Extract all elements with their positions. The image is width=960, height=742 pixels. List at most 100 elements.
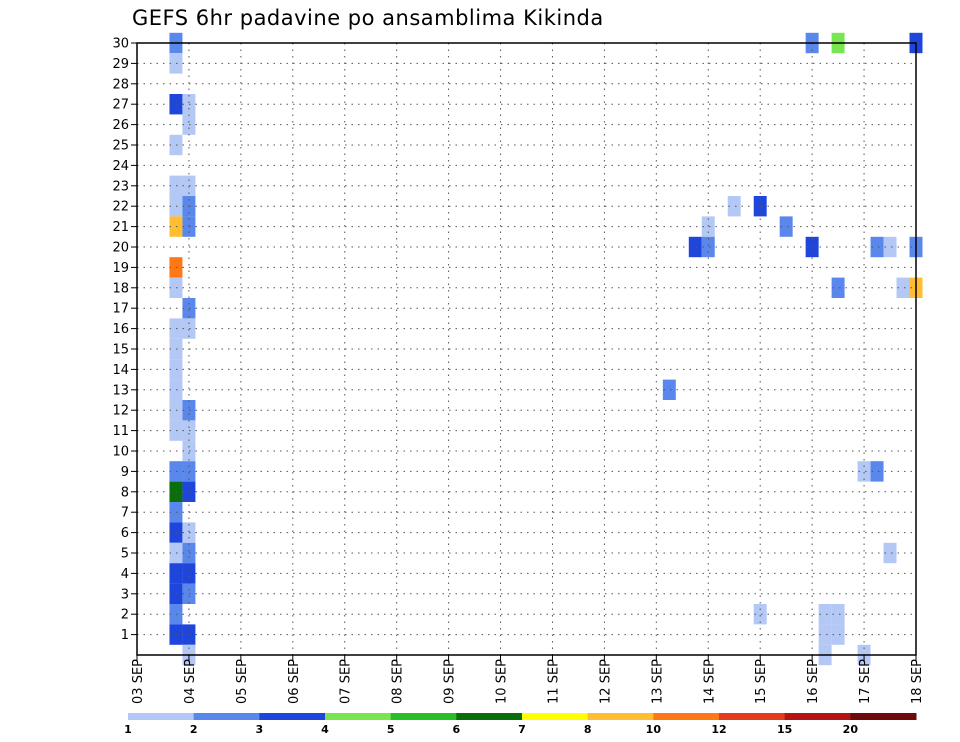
y-tick-label: 29	[112, 57, 129, 72]
colorbar-legend: 1 2 3 4 5 6 7 8 10 12 15 20	[124, 713, 917, 736]
heatmap-cell-64	[818, 624, 832, 645]
heatmap-cell-42	[169, 461, 183, 482]
heatmap-cell-38	[182, 400, 196, 421]
colorbar-swatch	[653, 713, 720, 720]
colorbar-label: 6	[453, 723, 461, 736]
heatmap-cell-10	[182, 175, 196, 196]
heatmap-cell-59	[753, 604, 767, 625]
colorbar-label: 5	[387, 723, 395, 736]
colorbar-label: 8	[584, 723, 592, 736]
y-tick-label: 6	[121, 526, 129, 541]
colorbar-label: 4	[321, 723, 329, 736]
heatmap-cell-32	[182, 318, 196, 339]
y-tick-label: 12	[112, 404, 129, 419]
heatmap-cell-27	[831, 277, 845, 298]
heatmap-cell-58	[169, 604, 183, 625]
x-tick-label: 12 SEP	[598, 659, 613, 704]
colorbar-swatch	[325, 713, 392, 720]
heatmap-cell-54	[169, 563, 183, 584]
colorbar-swatch	[128, 713, 195, 720]
y-axis-ticks: 1234567891011121314151617181920212223242…	[112, 37, 137, 643]
y-tick-label: 24	[112, 159, 129, 174]
colorbar-swatch	[259, 713, 326, 720]
heatmap-cell-11	[169, 196, 183, 217]
y-tick-label: 4	[121, 567, 129, 582]
heatmap-cell-21	[805, 236, 819, 258]
heatmap-cell-18	[779, 216, 793, 237]
y-tick-label: 27	[112, 98, 129, 113]
heatmap-cell-51	[169, 542, 183, 564]
y-tick-label: 19	[112, 261, 129, 276]
colorbar-swatch	[522, 713, 589, 720]
heatmap-cell-9	[169, 175, 183, 196]
y-tick-label: 8	[121, 485, 129, 500]
y-tick-label: 15	[112, 343, 129, 358]
heatmap-cell-26	[169, 277, 183, 298]
y-tick-label: 25	[112, 139, 129, 154]
heatmap-cell-4	[169, 53, 183, 74]
y-tick-label: 23	[112, 179, 129, 194]
heatmap-cell-43	[182, 461, 196, 482]
x-tick-label: 06 SEP	[287, 659, 302, 704]
x-tick-label: 18 SEP	[910, 659, 925, 704]
heatmap-cell-40	[182, 420, 196, 441]
heatmap-cell-52	[182, 542, 196, 564]
heatmap-cell-5	[169, 94, 183, 115]
x-tick-label: 11 SEP	[546, 659, 561, 704]
heatmap-cell-28	[896, 277, 910, 298]
y-tick-label: 22	[112, 200, 129, 215]
x-tick-label: 07 SEP	[339, 659, 354, 704]
heatmap-cell-17	[701, 216, 715, 237]
colorbar-swatch	[193, 713, 260, 720]
colorbar-swatch	[784, 713, 851, 720]
y-tick-label: 28	[112, 77, 129, 92]
y-tick-label: 1	[121, 628, 129, 643]
heatmap-cell-19	[688, 236, 702, 258]
colorbar-swatch	[719, 713, 786, 720]
colorbar-swatch	[850, 713, 917, 720]
heatmap-cell-48	[169, 502, 183, 523]
x-tick-label: 17 SEP	[858, 659, 873, 704]
heatmap-cell-36	[662, 379, 676, 400]
heatmap-cell-57	[182, 583, 196, 604]
y-tick-label: 2	[121, 608, 129, 623]
heatmap-cell-13	[727, 196, 741, 217]
y-tick-label: 7	[121, 506, 129, 521]
x-axis-ticks: 03 SEP 04 SEP 05 SEP 06 SEP 07 SEP 08 SEP 09 S…	[131, 655, 925, 704]
x-tick-label: 15 SEP	[754, 659, 769, 704]
y-tick-label: 3	[121, 587, 129, 602]
heatmap-cell-22	[870, 236, 884, 258]
heatmap-cell-50	[182, 522, 196, 543]
y-tick-label: 20	[112, 241, 129, 256]
heatmap-cell-65	[831, 624, 845, 645]
heatmap-cell-33	[169, 338, 183, 360]
x-tick-label: 08 SEP	[391, 659, 406, 704]
chart-title: GEFS 6hr padavine po ansamblima Kikinda	[132, 6, 604, 30]
heatmap-cell-25	[169, 257, 183, 278]
colorbar-swatch	[456, 713, 523, 720]
x-tick-label: 16 SEP	[806, 659, 821, 704]
heatmap-cell-15	[169, 216, 183, 237]
heatmap-cell-37	[169, 400, 183, 421]
heatmap-cell-56	[169, 583, 183, 604]
heatmap-cell-20	[701, 236, 715, 258]
y-tick-label: 30	[112, 37, 129, 52]
x-tick-label: 14 SEP	[702, 659, 717, 704]
x-tick-label: 13 SEP	[650, 659, 665, 704]
heatmap-cell-60	[818, 604, 832, 625]
heatmap-cell-8	[169, 134, 183, 156]
heatmap-cell-61	[831, 604, 845, 625]
colorbar-label: 2	[190, 723, 198, 736]
colorbar-swatch	[390, 713, 457, 720]
colorbar-label: 12	[711, 723, 726, 736]
x-tick-label: 05 SEP	[235, 659, 250, 704]
plot-frame	[136, 42, 917, 656]
heatmap-cell-46	[169, 481, 183, 502]
y-tick-label: 17	[112, 302, 129, 317]
heatmap-cell-35	[169, 379, 183, 400]
y-tick-label: 21	[112, 220, 129, 235]
y-tick-label: 26	[112, 118, 129, 133]
y-tick-label: 5	[121, 547, 129, 562]
colorbar-label: 1	[124, 723, 132, 736]
